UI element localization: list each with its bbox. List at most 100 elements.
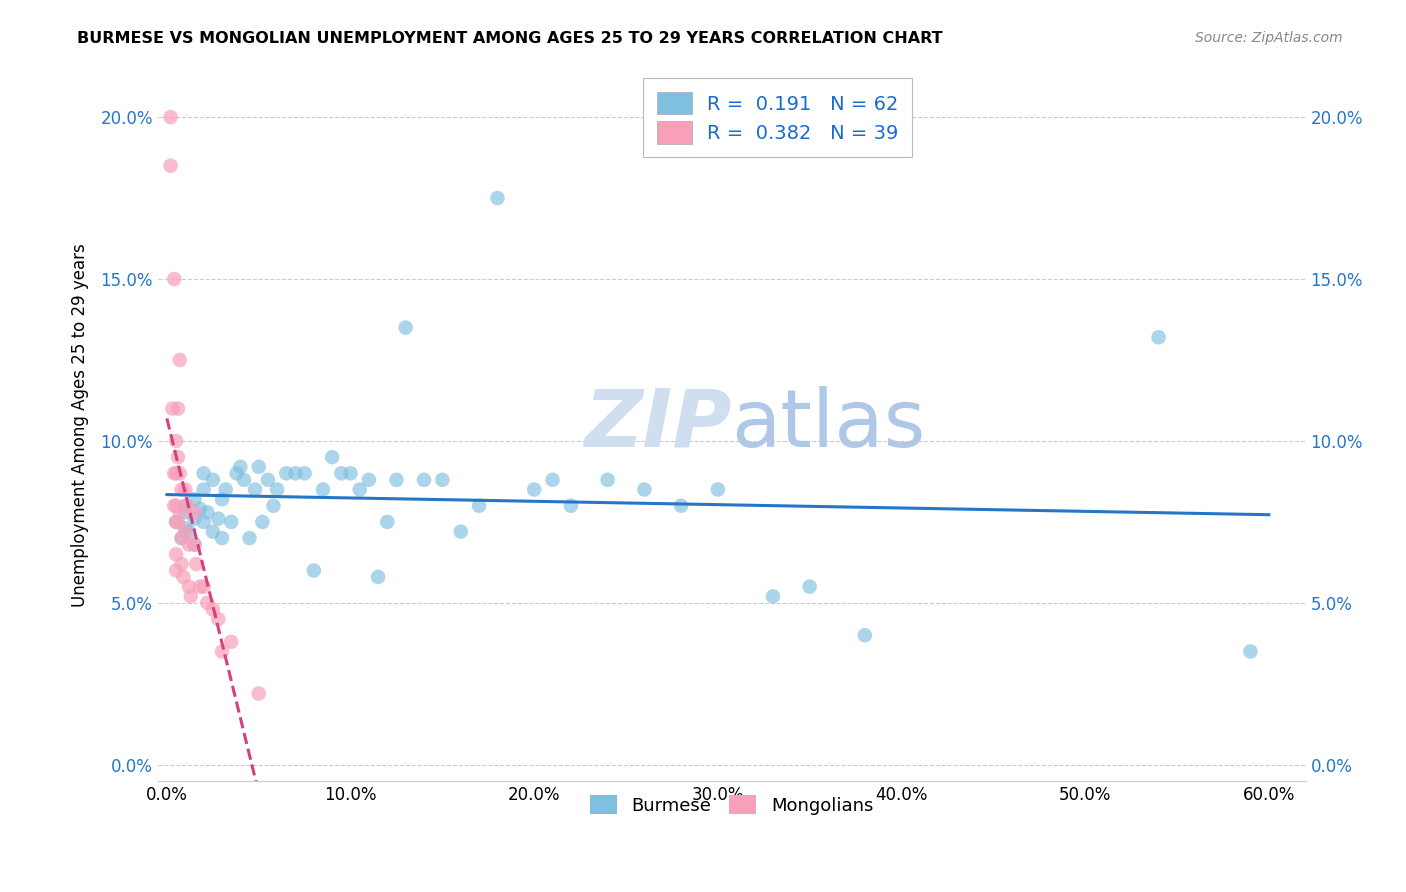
Point: [201, 602, 224, 616]
Point: [193, 515, 215, 529]
Point: [159, 110, 181, 124]
Point: [165, 547, 187, 561]
Point: [186, 557, 208, 571]
Point: [385, 473, 408, 487]
Point: [165, 467, 187, 481]
Point: [165, 564, 187, 578]
Point: [207, 612, 229, 626]
Legend: Burmese, Mongolians: Burmese, Mongolians: [579, 784, 884, 825]
Point: [165, 499, 187, 513]
Point: [165, 434, 187, 448]
Point: [523, 483, 546, 497]
Point: [413, 473, 436, 487]
Point: [174, 524, 197, 539]
Point: [219, 634, 242, 648]
Point: [169, 467, 191, 481]
Point: [247, 687, 270, 701]
Point: [162, 401, 184, 416]
Point: [169, 353, 191, 368]
Point: [177, 580, 200, 594]
Text: Source: ZipAtlas.com: Source: ZipAtlas.com: [1195, 31, 1343, 45]
Point: [257, 473, 280, 487]
Point: [633, 483, 655, 497]
Y-axis label: Unemployment Among Ages 25 to 29 years: Unemployment Among Ages 25 to 29 years: [72, 243, 89, 607]
Point: [176, 499, 198, 513]
Point: [211, 531, 233, 545]
Point: [167, 450, 190, 464]
Point: [183, 492, 205, 507]
Point: [799, 580, 821, 594]
Point: [349, 483, 371, 497]
Point: [486, 191, 509, 205]
Point: [174, 521, 197, 535]
Point: [276, 467, 298, 481]
Point: [247, 459, 270, 474]
Point: [172, 570, 194, 584]
Point: [214, 483, 236, 497]
Point: [262, 499, 284, 513]
Point: [167, 515, 190, 529]
Point: [1147, 330, 1170, 344]
Point: [302, 564, 325, 578]
Point: [174, 483, 197, 497]
Point: [853, 628, 876, 642]
Text: atlas: atlas: [731, 385, 927, 464]
Point: [183, 538, 205, 552]
Point: [170, 483, 193, 497]
Point: [330, 467, 353, 481]
Point: [284, 467, 307, 481]
Point: [243, 483, 266, 497]
Point: [193, 483, 215, 497]
Point: [1239, 644, 1261, 658]
Point: [188, 502, 211, 516]
Point: [165, 515, 187, 529]
Point: [167, 401, 190, 416]
Point: [238, 531, 260, 545]
Point: [170, 531, 193, 545]
Point: [468, 499, 491, 513]
Point: [367, 570, 389, 584]
Point: [180, 590, 202, 604]
Point: [432, 473, 454, 487]
Point: [252, 515, 274, 529]
Point: [207, 511, 229, 525]
Point: [195, 596, 218, 610]
Point: [229, 459, 252, 474]
Point: [211, 492, 233, 507]
Point: [163, 499, 186, 513]
Text: BURMESE VS MONGOLIAN UNEMPLOYMENT AMONG AGES 25 TO 29 YEARS CORRELATION CHART: BURMESE VS MONGOLIAN UNEMPLOYMENT AMONG …: [77, 31, 943, 46]
Point: [321, 450, 343, 464]
Point: [183, 511, 205, 525]
Point: [266, 483, 288, 497]
Point: [177, 538, 200, 552]
Point: [193, 467, 215, 481]
Point: [183, 538, 205, 552]
Point: [596, 473, 619, 487]
Point: [183, 505, 205, 519]
Point: [177, 524, 200, 539]
Point: [163, 272, 186, 286]
Point: [294, 467, 316, 481]
Point: [395, 320, 418, 334]
Point: [211, 644, 233, 658]
Point: [357, 473, 380, 487]
Point: [169, 505, 191, 519]
Point: [201, 473, 224, 487]
Point: [174, 505, 197, 519]
Point: [163, 467, 186, 481]
Point: [762, 590, 785, 604]
Point: [165, 515, 187, 529]
Point: [225, 467, 247, 481]
Point: [170, 531, 193, 545]
Point: [375, 515, 398, 529]
Point: [312, 483, 335, 497]
Point: [170, 557, 193, 571]
Point: [560, 499, 582, 513]
Text: ZIP: ZIP: [585, 385, 731, 464]
Point: [450, 524, 472, 539]
Point: [195, 505, 218, 519]
Point: [188, 580, 211, 594]
Point: [339, 467, 361, 481]
Point: [193, 580, 215, 594]
Point: [174, 499, 197, 513]
